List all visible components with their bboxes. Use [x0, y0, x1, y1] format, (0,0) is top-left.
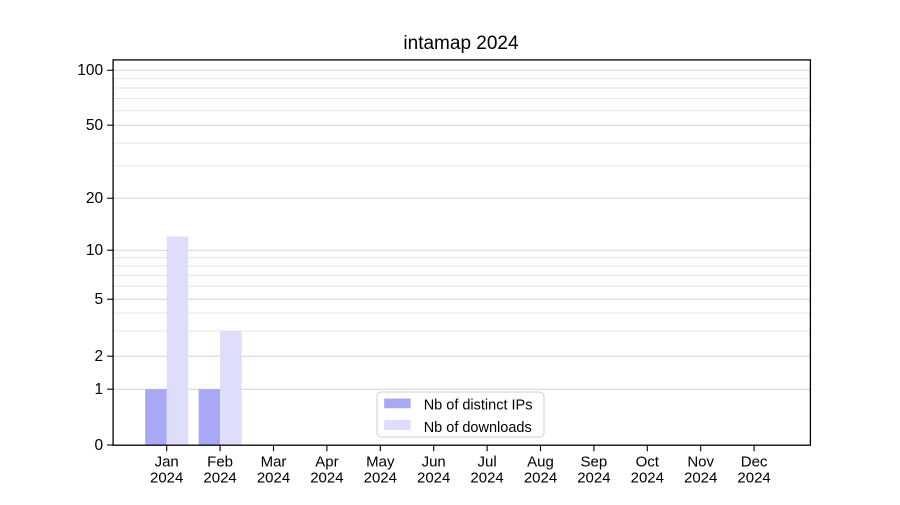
svg-text:20: 20: [86, 190, 104, 207]
svg-text:2024: 2024: [310, 470, 343, 487]
svg-text:Nov: Nov: [687, 454, 714, 471]
svg-text:2024: 2024: [257, 470, 290, 487]
svg-text:2024: 2024: [631, 470, 664, 487]
svg-text:Jul: Jul: [478, 454, 497, 471]
svg-text:2024: 2024: [364, 470, 397, 487]
svg-text:Apr: Apr: [315, 454, 338, 471]
svg-text:2024: 2024: [684, 470, 717, 487]
svg-text:0: 0: [94, 437, 103, 454]
svg-text:10: 10: [86, 242, 104, 259]
svg-text:Jan: Jan: [155, 454, 179, 471]
svg-text:Dec: Dec: [741, 454, 768, 471]
svg-text:2024: 2024: [524, 470, 557, 487]
svg-text:2024: 2024: [417, 470, 450, 487]
svg-text:2024: 2024: [203, 470, 236, 487]
svg-text:2024: 2024: [150, 470, 183, 487]
svg-text:100: 100: [77, 62, 103, 79]
svg-text:2: 2: [94, 348, 103, 365]
svg-text:Mar: Mar: [261, 454, 287, 471]
svg-text:intamap 2024: intamap 2024: [403, 33, 519, 54]
svg-text:Oct: Oct: [636, 454, 660, 471]
svg-text:2024: 2024: [470, 470, 503, 487]
svg-text:50: 50: [86, 117, 104, 134]
svg-text:Feb: Feb: [207, 454, 233, 471]
svg-text:5: 5: [94, 291, 103, 308]
svg-text:Jun: Jun: [422, 454, 446, 471]
svg-text:Aug: Aug: [527, 454, 554, 471]
svg-text:2024: 2024: [737, 470, 770, 487]
svg-text:Nb of downloads: Nb of downloads: [424, 420, 532, 436]
svg-text:2024: 2024: [577, 470, 610, 487]
svg-text:Sep: Sep: [581, 454, 608, 471]
svg-text:Nb of distinct IPs: Nb of distinct IPs: [424, 398, 533, 414]
svg-text:May: May: [366, 454, 395, 471]
svg-text:1: 1: [94, 381, 103, 398]
